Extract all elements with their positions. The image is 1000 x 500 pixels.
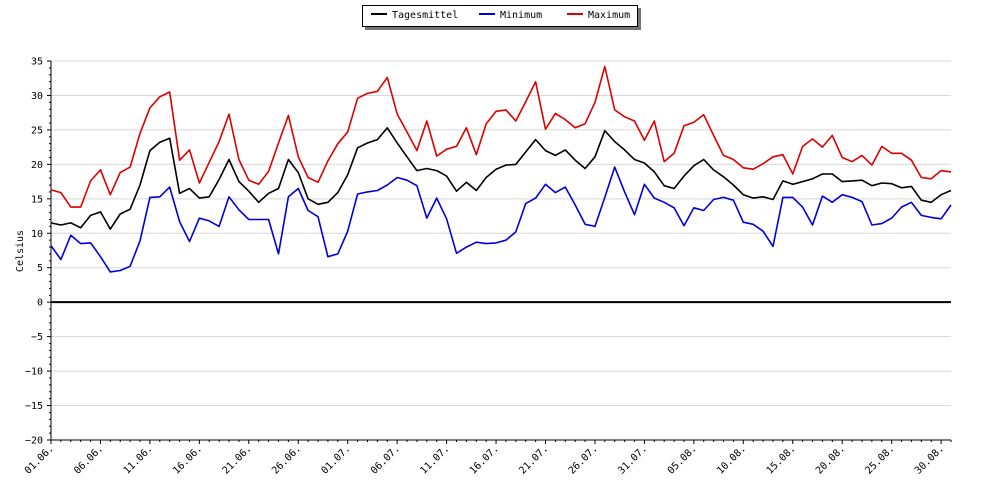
- legend-swatch-tagesmittel: [371, 13, 387, 15]
- y-tick-label: 25: [31, 125, 43, 136]
- grid-lines: [51, 60, 951, 441]
- x-tick-label: 26.07.: [567, 443, 600, 476]
- y-tick-label: 30: [31, 91, 43, 102]
- y-tick-label: 10: [31, 229, 43, 240]
- x-tick-label: 11.06.: [122, 443, 155, 476]
- x-tick-label: 25.08.: [863, 443, 896, 476]
- legend-item-minimum: Minimum: [479, 6, 542, 26]
- legend-item-maximum: Maximum: [567, 6, 630, 26]
- y-axis-title: Celsius: [15, 230, 26, 272]
- series-line-maximum: [50, 65, 952, 208]
- y-tick-label: −5: [31, 332, 43, 343]
- legend-item-tagesmittel: Tagesmittel: [371, 6, 458, 26]
- x-tick-label: 01.06.: [23, 443, 56, 476]
- y-tick-label: 35: [31, 57, 43, 68]
- legend-label-tagesmittel: Tagesmittel: [392, 10, 459, 21]
- y-tick-label: 0: [37, 298, 43, 309]
- series-line-minimum: [50, 166, 952, 273]
- x-tick-label: 15.08.: [765, 443, 798, 476]
- x-tick-label: 05.08.: [666, 443, 699, 476]
- x-tick-label: 06.07.: [369, 443, 402, 476]
- x-tick-label: 16.06.: [171, 443, 204, 476]
- x-tick-label: 30.08.: [913, 443, 946, 476]
- x-tick-label: 10.08.: [715, 443, 748, 476]
- y-tick-label: 15: [31, 194, 43, 205]
- axes: −20 −15 −10 −5 0 5 10 15 20 25 30 35 01.06. 06.06. 11.…: [23, 57, 952, 477]
- legend-swatch-minimum: [479, 13, 495, 15]
- legend-label-maximum: Maximum: [588, 10, 631, 21]
- y-tick-label: −20: [25, 436, 43, 447]
- legend: Tagesmittel Minimum Maximum: [362, 5, 638, 27]
- x-tick-label: 21.06.: [221, 443, 254, 476]
- x-tick-label: 16.07.: [468, 443, 501, 476]
- x-tick-label: 31.07.: [616, 443, 649, 476]
- legend-swatch-maximum: [567, 13, 583, 15]
- legend-label-minimum: Minimum: [500, 10, 543, 21]
- y-tick-label: 20: [31, 160, 43, 171]
- x-tick-label: 20.08.: [814, 443, 847, 476]
- x-tick-label: 06.06.: [72, 443, 105, 476]
- x-tick-label: 26.06.: [270, 443, 303, 476]
- series-lines: [50, 65, 952, 273]
- y-tick-label: −15: [25, 401, 43, 412]
- y-tick-label: −10: [25, 367, 43, 378]
- x-tick-label: 11.07.: [418, 443, 451, 476]
- series-line-tagesmittel: [50, 127, 952, 230]
- x-tick-label: 01.07.: [320, 443, 353, 476]
- y-tick-label: 5: [37, 263, 43, 274]
- x-tick-label: 21.07.: [517, 443, 550, 476]
